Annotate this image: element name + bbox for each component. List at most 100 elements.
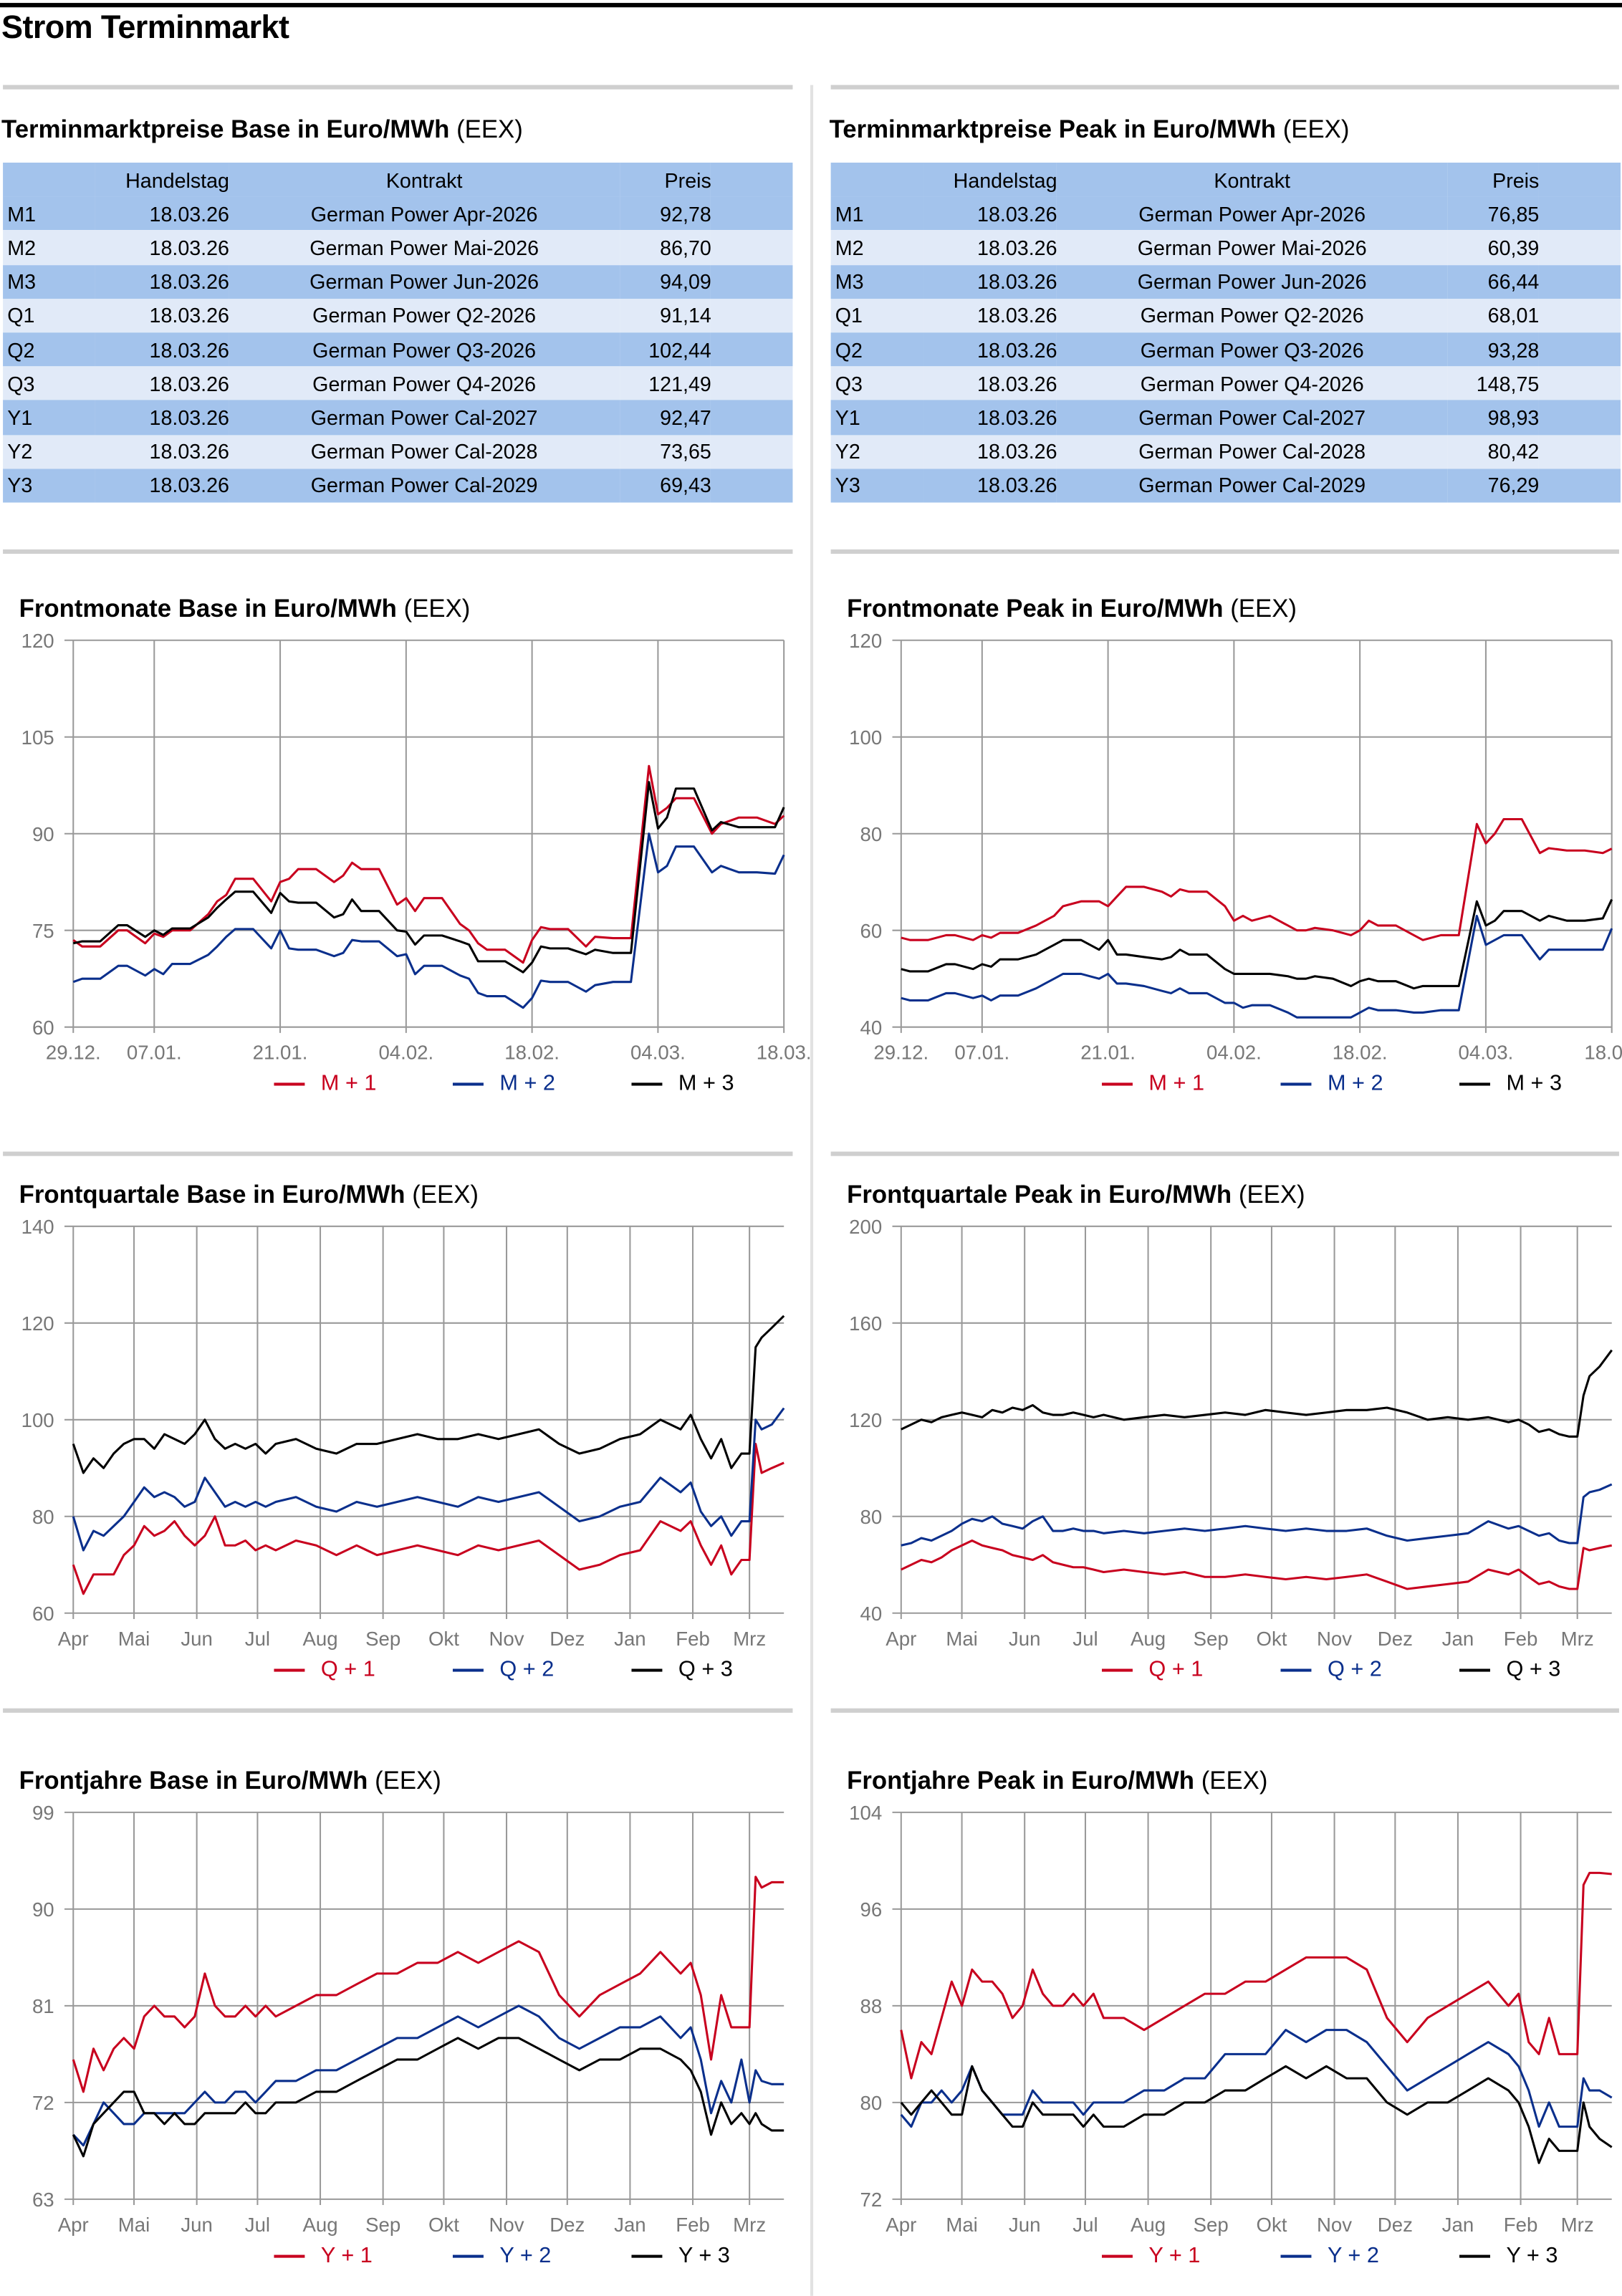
legend-item[interactable]: Q + 1: [1101, 1657, 1203, 1682]
column-header: Handelstag: [125, 168, 229, 192]
legend-item[interactable]: Q + 1: [274, 1657, 375, 1682]
section-title-main: Terminmarktpreise Base in Euro/MWh: [1, 115, 450, 144]
legend-item[interactable]: Y + 2: [1280, 2243, 1379, 2268]
contract-code: M2: [835, 236, 864, 259]
y-tick-label: 140: [21, 1216, 54, 1238]
x-tick-label: Mrz: [733, 2214, 766, 2236]
y-tick-label: 200: [849, 1216, 882, 1238]
spacer-cell: [1539, 469, 1621, 502]
legend-item[interactable]: M + 2: [1280, 1071, 1383, 1096]
x-tick-label: Apr: [886, 1628, 916, 1650]
y-tick-label: 63: [32, 2189, 54, 2211]
legend-label: M + 1: [320, 1071, 377, 1096]
y-tick-label: 72: [32, 2092, 54, 2114]
legend-item[interactable]: Y + 1: [1101, 2243, 1201, 2268]
column-header: Kontrakt: [385, 168, 463, 192]
legend-item[interactable]: M + 2: [452, 1071, 555, 1096]
x-tick-label: 04.02.: [1206, 1042, 1262, 1064]
contract-code: Y2: [7, 439, 33, 463]
legend-item[interactable]: M + 3: [631, 1071, 734, 1096]
legend-item[interactable]: Y + 2: [452, 2243, 551, 2268]
contract-name: German Power Apr-2026: [310, 201, 538, 226]
legend-label: Y + 1: [1148, 2243, 1201, 2268]
x-tick-label: Okt: [428, 1628, 459, 1650]
x-tick-label: Sep: [365, 2214, 400, 2236]
contract-code: M1: [7, 201, 37, 226]
x-tick-label: Dez: [1378, 1628, 1413, 1650]
x-tick-label: 18.03.: [757, 1042, 812, 1064]
legend-label: Q + 1: [320, 1657, 375, 1682]
price: 69,43: [660, 474, 711, 497]
legend-item[interactable]: M + 3: [1459, 1071, 1562, 1096]
x-tick-label: Okt: [428, 2214, 459, 2236]
legend-item[interactable]: Y + 1: [274, 2243, 373, 2268]
peak-prices-table: Handelstag Kontrakt Preis M1 18.03.26 German …: [830, 163, 1621, 503]
y-tick-label: 60: [32, 1017, 54, 1039]
chart-title: Frontquartale Base in Euro/MWh (EEX): [19, 1181, 479, 1210]
section-separator: [830, 1151, 1619, 1156]
x-tick-label: 04.03.: [630, 1042, 686, 1064]
series-line-m2: [72, 832, 785, 1009]
series-line-q3: [901, 1349, 1613, 1438]
legend-item[interactable]: M + 1: [274, 1071, 376, 1096]
y-tick-label: 72: [860, 2189, 882, 2211]
x-tick-label: Mrz: [733, 1628, 766, 1650]
spacer-cell: [711, 332, 793, 366]
legend-item[interactable]: Q + 3: [631, 1657, 733, 1682]
y-tick-label: 120: [849, 1409, 882, 1431]
series-line-q1: [901, 1539, 1613, 1590]
legend-swatch-icon: [1280, 1668, 1312, 1671]
legend-item[interactable]: Q + 3: [1459, 1657, 1560, 1682]
line-chart: 40 60 80 100 120 29.12. 07.01. 21.01. 04.02. 18.0…: [849, 630, 1622, 1064]
legend-swatch-icon: [452, 2254, 484, 2257]
legend-item[interactable]: Y + 3: [631, 2243, 730, 2268]
x-tick-label: Mrz: [1561, 1628, 1594, 1650]
section-title-main: Frontjahre Base in Euro/MWh: [19, 1767, 368, 1795]
y-tick-label: 90: [32, 823, 54, 845]
legend-label: Y + 3: [1506, 2243, 1558, 2268]
table-header-row: Handelstag Kontrakt Preis: [3, 163, 793, 197]
y-tick-label: 88: [860, 1995, 882, 2017]
section-title-source: (EEX): [456, 115, 523, 144]
x-tick-label: Apr: [58, 1628, 89, 1650]
line-chart: 63 72 81 90 99 Apr Mai Jun Jul Aug Sep Okt Nov Dez Jan…: [32, 1802, 784, 2236]
legend-item[interactable]: Q + 2: [452, 1657, 554, 1682]
series-line-q3: [72, 1315, 785, 1474]
y-tick-label: 120: [21, 630, 54, 652]
contract-name: German Power Q4-2026: [1140, 371, 1364, 395]
table-row: M1 18.03.26 German Power Apr-2026 92,78: [3, 196, 793, 231]
legend-item[interactable]: M + 1: [1101, 1071, 1204, 1096]
legend-item[interactable]: Q + 2: [1280, 1657, 1382, 1682]
x-tick-label: Jun: [181, 1628, 213, 1650]
x-tick-label: Okt: [1256, 1628, 1287, 1650]
legend-swatch-icon: [1101, 1082, 1133, 1085]
x-tick-label: Okt: [1256, 2214, 1287, 2236]
x-tick-label: Jan: [1442, 1628, 1474, 1650]
legend-item[interactable]: Y + 3: [1459, 2243, 1558, 2268]
section-title-source: (EEX): [375, 1767, 441, 1795]
contract-code: Q2: [7, 337, 35, 362]
x-tick-label: Jan: [1442, 2214, 1474, 2236]
series-line-y2: [900, 2029, 1613, 2128]
chart-legend: Q + 1 Q + 2 Q + 3: [0, 1657, 799, 1686]
trading-day: 18.03.26: [149, 405, 229, 430]
contract-name: German Power Q3-2026: [312, 337, 537, 362]
section-separator: [830, 549, 1619, 554]
y-tick-label: 104: [849, 1802, 882, 1824]
x-tick-label: Jun: [1009, 1628, 1041, 1650]
contract-code: Y1: [7, 405, 33, 430]
contract-code: Q3: [7, 371, 35, 395]
section-separator: [830, 1708, 1619, 1713]
column-header: [831, 163, 923, 196]
x-tick-label: Aug: [1131, 1628, 1166, 1650]
table-row: Y2 18.03.26 German Power Cal-2028 73,65: [3, 434, 793, 469]
table-row: Q3 18.03.26 German Power Q4-2026 148,75: [830, 366, 1621, 400]
x-tick-label: Jul: [1072, 2214, 1098, 2236]
trading-day: 18.03.26: [977, 201, 1057, 226]
contract-name: German Power Cal-2027: [310, 405, 538, 430]
x-tick-label: Sep: [365, 1628, 400, 1650]
table-row: M1 18.03.26 German Power Apr-2026 76,85: [830, 196, 1621, 231]
spacer-cell: [711, 469, 793, 502]
contract-name: German Power Jun-2026: [1137, 269, 1367, 294]
x-tick-label: Apr: [58, 2214, 89, 2236]
